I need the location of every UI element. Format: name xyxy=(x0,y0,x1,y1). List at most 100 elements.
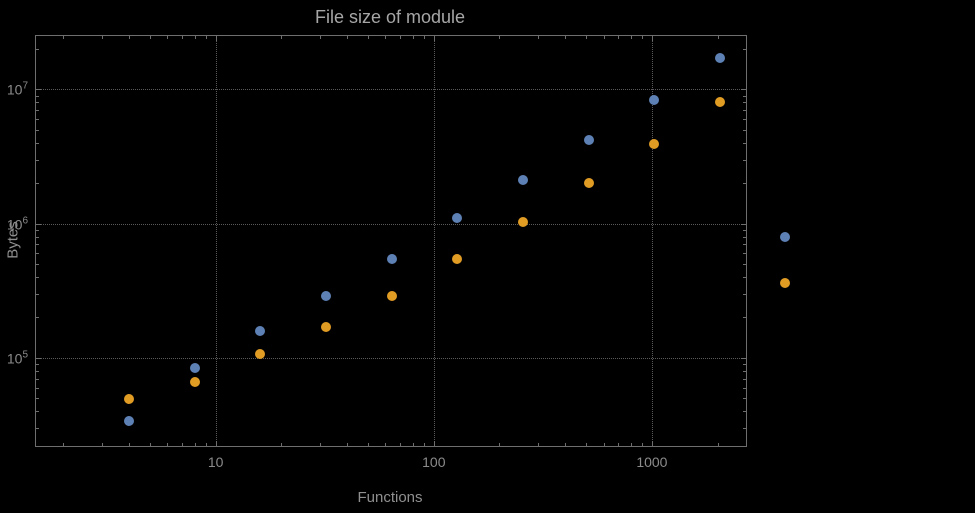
tick-mark xyxy=(36,229,39,231)
tick-mark xyxy=(36,244,39,246)
tick-mark xyxy=(743,49,746,50)
y-tick-label: 105 xyxy=(6,349,28,367)
tick-mark xyxy=(36,236,39,238)
tick-mark xyxy=(36,363,39,365)
y-tick-label: 106 xyxy=(6,215,28,232)
tick-mark xyxy=(743,363,746,365)
tick-mark xyxy=(36,253,39,255)
x-axis-label: Functions xyxy=(357,489,423,506)
tick-mark xyxy=(194,36,196,39)
tick-mark xyxy=(743,229,746,231)
plot-area: 10 100 1000 105 106 107 xyxy=(7,35,791,470)
tick-mark xyxy=(433,36,435,41)
tick-mark xyxy=(319,36,321,39)
tick-mark xyxy=(423,443,425,446)
x-gridline xyxy=(433,36,435,446)
tick-mark xyxy=(101,443,103,446)
tick-mark xyxy=(717,443,719,446)
tick-mark xyxy=(743,142,746,144)
tick-mark xyxy=(36,378,39,380)
tick-mark xyxy=(565,443,567,446)
tick-mark xyxy=(128,36,130,39)
tick-mark xyxy=(499,443,501,446)
tick-mark xyxy=(651,36,653,41)
tick-mark xyxy=(36,223,41,225)
tick-mark xyxy=(586,36,588,39)
tick-mark xyxy=(743,427,746,429)
tick-mark xyxy=(743,102,746,104)
tick-mark xyxy=(128,443,130,446)
tick-mark xyxy=(743,317,746,319)
tick-mark xyxy=(743,387,746,389)
tick-mark xyxy=(743,378,746,380)
tick-mark xyxy=(630,443,632,446)
tick-mark xyxy=(412,443,414,446)
tick-mark xyxy=(741,89,746,91)
tick-mark xyxy=(743,253,746,255)
data-point xyxy=(255,326,266,337)
tick-mark xyxy=(385,36,387,39)
tick-mark xyxy=(743,129,746,131)
tick-mark xyxy=(618,443,620,446)
tick-mark xyxy=(743,293,746,295)
tick-mark xyxy=(537,36,539,39)
tick-mark xyxy=(36,263,39,265)
tick-mark xyxy=(101,36,103,39)
tick-mark xyxy=(63,36,65,39)
tick-mark xyxy=(36,357,41,359)
tick-mark xyxy=(36,159,39,161)
tick-mark xyxy=(36,387,39,389)
tick-mark xyxy=(603,443,605,446)
tick-mark xyxy=(215,441,217,446)
tick-mark xyxy=(743,244,746,246)
tick-mark xyxy=(36,276,39,278)
tick-mark xyxy=(281,36,283,39)
y-axis-label: Bytes xyxy=(4,221,22,259)
data-point xyxy=(714,53,725,64)
tick-mark xyxy=(36,119,39,121)
data-point xyxy=(583,134,594,145)
tick-mark xyxy=(36,89,41,91)
tick-mark xyxy=(63,443,65,446)
tick-mark xyxy=(36,427,39,429)
tick-mark xyxy=(167,443,169,446)
tick-mark xyxy=(423,36,425,39)
tick-mark xyxy=(385,443,387,446)
x-tick-label: 1000 xyxy=(636,454,668,470)
x-tick-label: 10 xyxy=(207,454,224,470)
data-point xyxy=(452,254,463,265)
data-point xyxy=(517,175,528,186)
tick-mark xyxy=(36,102,39,104)
tick-mark xyxy=(36,142,39,144)
data-point xyxy=(780,231,791,242)
x-tick-label: 100 xyxy=(422,454,446,470)
y-tick-label: 107 xyxy=(6,81,28,98)
tick-mark xyxy=(743,263,746,265)
tick-mark xyxy=(194,443,196,446)
tick-mark xyxy=(743,159,746,161)
y-gridline xyxy=(36,223,746,225)
tick-mark xyxy=(36,49,39,50)
tick-mark xyxy=(412,36,414,39)
data-point xyxy=(320,321,331,332)
tick-mark xyxy=(603,36,605,39)
data-point xyxy=(714,97,725,108)
data-point xyxy=(386,290,397,301)
tick-mark xyxy=(618,36,620,39)
data-point xyxy=(386,254,397,265)
data-point xyxy=(189,376,200,387)
tick-mark xyxy=(743,276,746,278)
tick-mark xyxy=(36,95,39,97)
tick-mark xyxy=(36,370,39,372)
tick-mark xyxy=(641,443,643,446)
tick-mark xyxy=(36,398,39,400)
tick-mark xyxy=(741,357,746,359)
tick-mark xyxy=(368,36,370,39)
data-point xyxy=(255,349,266,360)
tick-mark xyxy=(743,95,746,97)
data-point xyxy=(649,139,660,150)
tick-mark xyxy=(36,110,39,112)
tick-mark xyxy=(743,110,746,112)
tick-mark xyxy=(743,398,746,400)
